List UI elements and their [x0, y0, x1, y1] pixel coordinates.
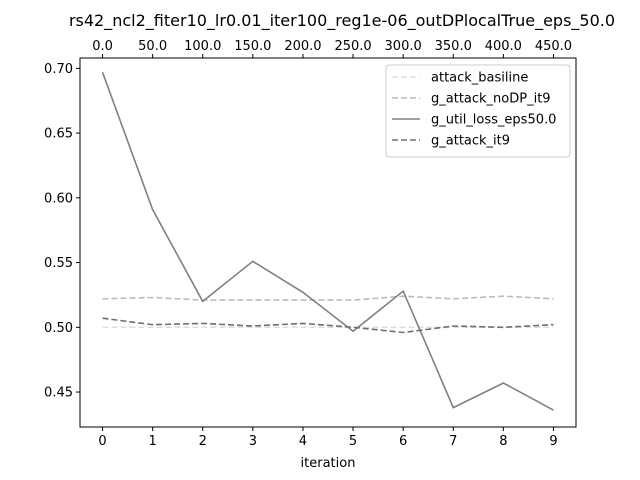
- top-x-tick-label: 150.0: [234, 39, 271, 54]
- top-x-tick-label: 450.0: [535, 39, 572, 54]
- x-tick-label: 4: [299, 434, 307, 449]
- top-x-tick-label: 0.0: [92, 39, 113, 54]
- y-tick-label: 0.65: [44, 127, 73, 142]
- y-tick-label: 0.50: [44, 321, 73, 336]
- top-x-tick-label: 350.0: [435, 39, 472, 54]
- x-tick-label: 1: [149, 434, 157, 449]
- y-tick-label: 0.70: [44, 62, 73, 77]
- x-tick-label: 9: [549, 434, 557, 449]
- top-x-tick-label: 50.0: [138, 39, 167, 54]
- x-tick-label: 6: [399, 434, 407, 449]
- y-tick-label: 0.45: [44, 386, 73, 401]
- x-axis-label: iteration: [301, 456, 356, 471]
- legend-label: g_util_loss_eps50.0: [431, 113, 556, 128]
- chart-title: rs42_ncl2_fiter10_lr0.01_iter100_reg1e-0…: [69, 11, 615, 31]
- top-x-tick-label: 200.0: [284, 39, 321, 54]
- series-line-4: [102, 317, 554, 334]
- plot-frame: [79, 57, 577, 428]
- legend: attack_basiline g_attack_noDP_it9 g_util_l…: [385, 64, 571, 158]
- y-tick-label: 0.60: [44, 191, 73, 206]
- legend-box: [385, 64, 571, 158]
- legend-label: g_attack_noDP_it9: [431, 92, 551, 107]
- x-tick-label: 3: [249, 434, 257, 449]
- legend-label: attack_basiline: [431, 71, 528, 86]
- series-line-2: [102, 295, 554, 301]
- x-tick-label: 0: [98, 434, 106, 449]
- y-tick-label: 0.55: [44, 256, 73, 271]
- series-line-3: [101, 71, 554, 411]
- x-tick-label: 7: [449, 434, 457, 449]
- top-x-tick-label: 300.0: [385, 39, 422, 54]
- legend-label: g_attack_it9: [431, 134, 510, 149]
- top-x-tick-label: 100.0: [184, 39, 221, 54]
- top-x-tick-label: 400.0: [485, 39, 522, 54]
- x-tick-label: 5: [349, 434, 357, 449]
- x-tick-label: 2: [199, 434, 207, 449]
- x-tick-label: 8: [499, 434, 507, 449]
- top-x-tick-label: 250.0: [334, 39, 371, 54]
- plot-area: 0 1 2 3 4 5 6 7 8 9 0.0 50.0 100.0 150.0 200.0 250.0 300…: [44, 39, 577, 449]
